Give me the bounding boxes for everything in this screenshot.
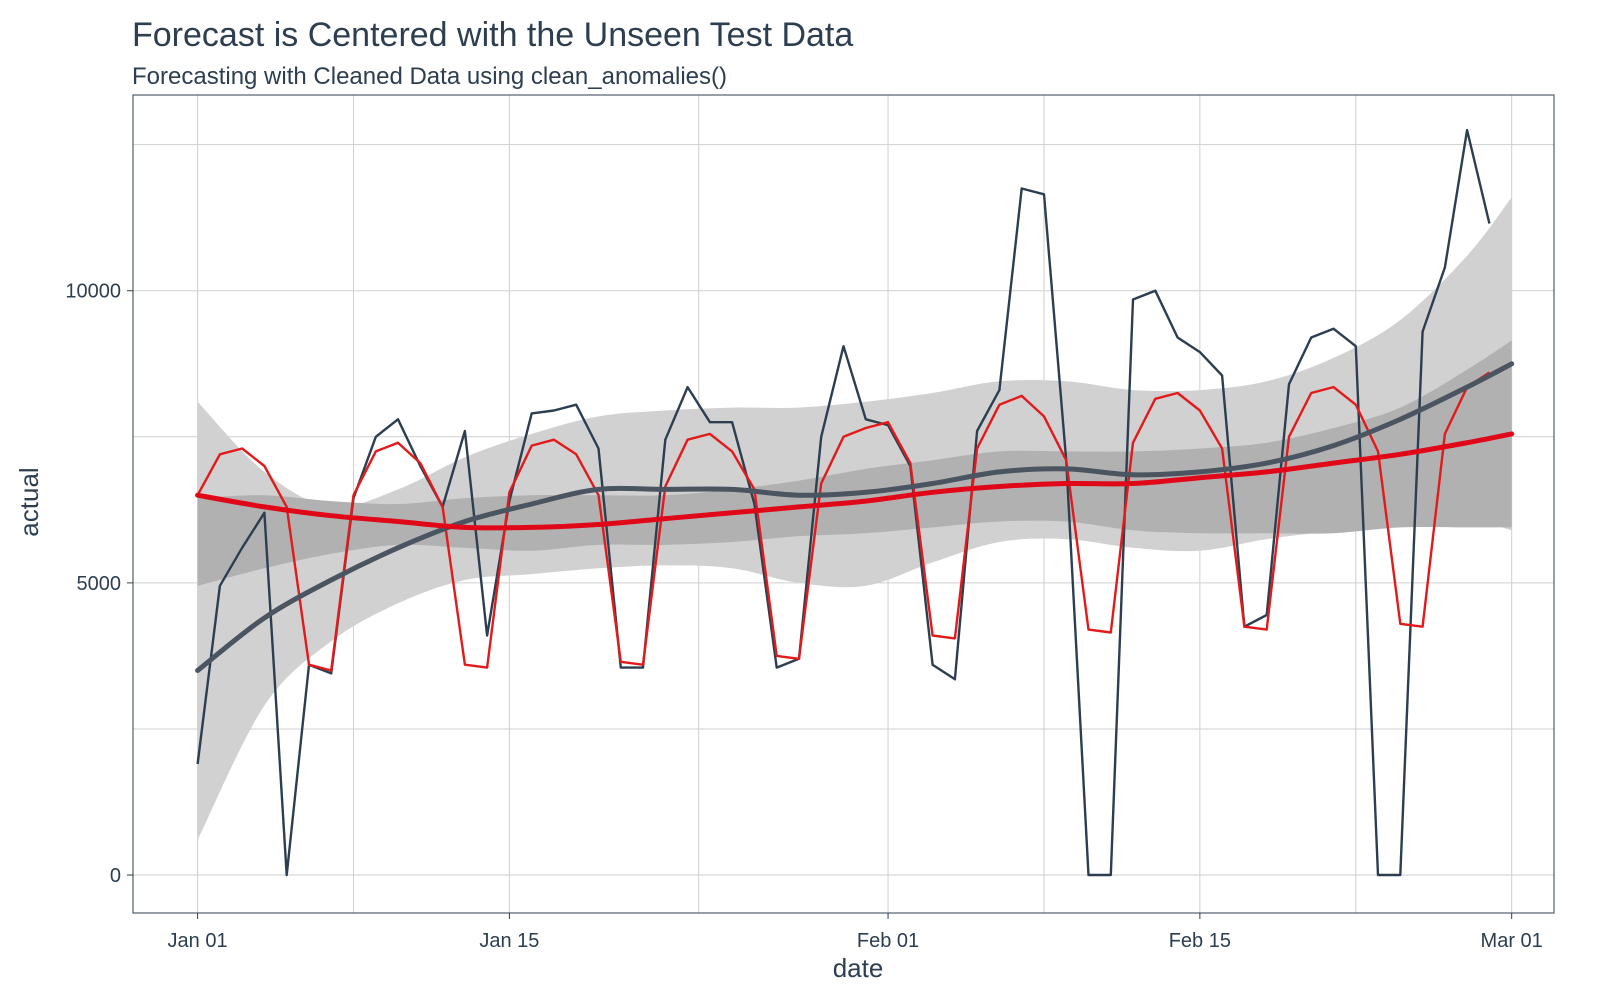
chart-subtitle: Forecasting with Cleaned Data using clea… bbox=[132, 63, 727, 90]
x-tick-label-1: Jan 15 bbox=[479, 930, 539, 952]
chart-title: Forecast is Centered with the Unseen Tes… bbox=[132, 16, 853, 54]
y-tick-label-2: 10000 bbox=[65, 281, 121, 303]
trend-line-trend_actual bbox=[195, 361, 1515, 673]
x-axis-ticks: Jan 01 Jan 15 Feb 01 Feb 15 Mar 01 bbox=[168, 913, 1543, 952]
x-tick-label-3: Feb 15 bbox=[1169, 930, 1231, 952]
x-axis-title: date bbox=[833, 953, 884, 983]
y-axis-title: actual bbox=[14, 467, 44, 536]
trend-lines bbox=[195, 361, 1515, 673]
x-tick-label-0: Jan 01 bbox=[168, 930, 228, 952]
panel-border bbox=[132, 94, 1555, 914]
series-line-actual bbox=[196, 128, 1491, 877]
trend-line-trend_cleaned bbox=[195, 431, 1515, 531]
series-line-cleaned bbox=[196, 371, 1491, 672]
y-tick-label-0: 0 bbox=[110, 865, 121, 887]
confidence-bands bbox=[197, 197, 1512, 841]
y-tick-label-1: 5000 bbox=[77, 573, 122, 595]
x-tick-label-4: Mar 01 bbox=[1481, 930, 1543, 952]
x-tick-label-2: Feb 01 bbox=[857, 930, 919, 952]
y-axis-ticks: 0 5000 10000 bbox=[65, 281, 133, 887]
data-series bbox=[196, 128, 1491, 877]
confidence-band-trend_cleaned bbox=[197, 340, 1512, 586]
